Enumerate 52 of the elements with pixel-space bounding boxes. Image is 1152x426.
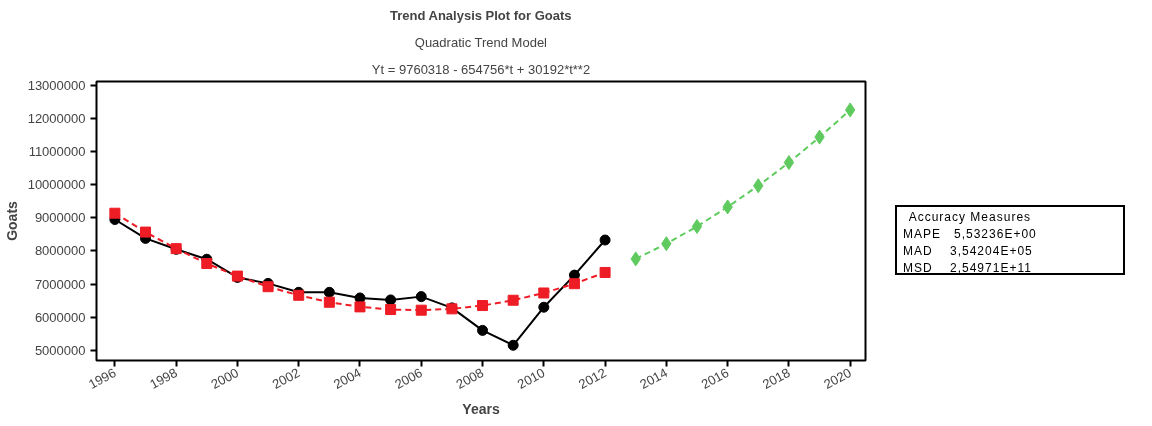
point	[385, 304, 397, 316]
point	[262, 281, 274, 293]
point	[507, 339, 519, 351]
point	[323, 296, 335, 308]
x-tick-label: 2018	[759, 364, 793, 392]
y-tick-label: 13000000	[27, 77, 86, 93]
x-tick-label: 2012	[576, 364, 609, 392]
point	[691, 218, 703, 234]
point	[140, 226, 152, 238]
point	[201, 258, 213, 270]
text: MAD 3,54204E+05	[903, 243, 1034, 261]
y-tick-label: 10000000	[27, 177, 86, 193]
text: Yt = 9760318 - 654756*t + 30192*t**2	[371, 61, 591, 77]
y-axis-title: Goats	[3, 200, 20, 241]
point	[507, 294, 519, 306]
text: MSD 2,54971E+11	[903, 260, 1033, 278]
point	[568, 278, 580, 290]
y-tick-label: 7000000	[34, 276, 86, 292]
point	[323, 286, 335, 298]
x-tick-label: 2004	[331, 364, 364, 392]
point	[354, 301, 366, 313]
x-tick-label: 2006	[392, 364, 425, 392]
y-tick-label: 9000000	[34, 210, 86, 226]
x-tick-label: 2000	[208, 364, 242, 392]
x-tick-label: 2010	[514, 364, 548, 392]
y-tick-label: 12000000	[27, 111, 86, 127]
x-tick-label: 2020	[821, 364, 854, 392]
text: MAPE 5,53236E+00	[903, 226, 1037, 244]
point	[415, 291, 427, 303]
y-tick-label: 5000000	[34, 342, 86, 358]
x-tick-label: 1998	[147, 364, 180, 392]
point	[599, 234, 611, 246]
x-axis-title: Years	[462, 401, 500, 418]
x-tick-label: 1996	[85, 364, 119, 392]
point	[538, 287, 550, 299]
x-tick-label: 2014	[637, 364, 670, 392]
point	[477, 324, 489, 336]
y-tick-label: 11000000	[28, 144, 86, 160]
y-tick-label: 6000000	[34, 309, 86, 325]
y-tick-label: 8000000	[34, 243, 86, 259]
x-tick-label: 2002	[269, 364, 303, 392]
text: Accuracy Measures	[907, 209, 1033, 226]
point	[599, 266, 611, 278]
x-tick-label: 2008	[453, 364, 487, 392]
point	[477, 300, 489, 312]
point	[415, 304, 427, 316]
chart-title: Trend Analysis Plot for Goats	[389, 7, 572, 23]
chart-subtitle: Quadratic Trend Model	[414, 34, 548, 50]
point	[783, 155, 795, 171]
x-tick-label: 2016	[698, 364, 732, 392]
point	[109, 207, 121, 219]
point	[538, 301, 550, 313]
